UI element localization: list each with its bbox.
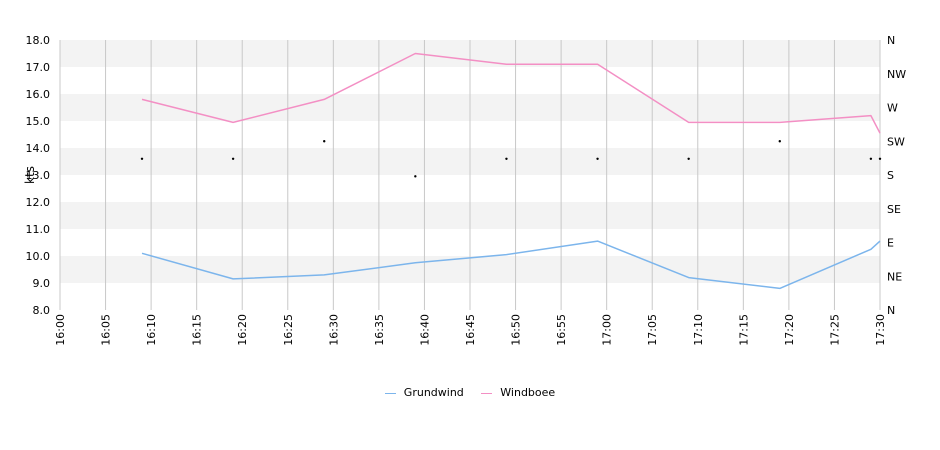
right-axis-label: S xyxy=(887,169,894,182)
y-tick-label: 17.0 xyxy=(26,61,51,74)
direction-point xyxy=(414,175,417,178)
y-tick-label: 13.0 xyxy=(26,169,51,182)
direction-point xyxy=(878,157,882,160)
x-tick-label: 17:05 xyxy=(646,314,659,346)
direction-point xyxy=(778,140,781,143)
legend-swatch-grundwind xyxy=(384,392,396,394)
x-tick-label: 17:15 xyxy=(737,314,750,346)
x-tick-label: 16:35 xyxy=(373,314,386,346)
x-tick-label: 16:00 xyxy=(54,314,67,346)
y-axis-label: kts xyxy=(23,166,37,184)
right-axis-label: N xyxy=(887,34,895,47)
x-tick-label: 17:30 xyxy=(874,314,887,346)
x-tick-label: 16:45 xyxy=(464,314,477,346)
series-line-windboee xyxy=(141,52,881,134)
y-tick-label: 9.0 xyxy=(33,277,51,290)
direction-point xyxy=(140,157,144,160)
x-axis-ticks: 16:00 16:05 16:10 16:15 16:20 16:25 16:30 16:35… xyxy=(54,314,887,346)
y-tick-label: 18.0 xyxy=(26,34,51,47)
y-tick-label: 12.0 xyxy=(26,196,51,209)
direction-markers xyxy=(140,140,882,178)
x-tick-label: 16:30 xyxy=(327,314,340,346)
direction-point xyxy=(596,157,599,160)
direction-point xyxy=(687,157,690,160)
direction-point xyxy=(323,140,326,143)
x-tick-label: 16:25 xyxy=(282,314,295,346)
right-axis-ticks: N NE E SE S SW W NW N xyxy=(887,34,906,317)
x-tick-label: 16:15 xyxy=(191,314,204,346)
right-axis-label: E xyxy=(887,237,894,250)
x-tick-label: 16:55 xyxy=(555,314,568,346)
x-tick-label: 16:50 xyxy=(510,314,523,346)
direction-point xyxy=(231,157,235,160)
y-tick-label: 11.0 xyxy=(26,223,51,236)
right-axis-label: W xyxy=(887,102,898,115)
x-tick-label: 17:20 xyxy=(783,314,796,346)
x-tick-label: 16:05 xyxy=(100,314,113,346)
legend-label-grundwind: Grundwind xyxy=(403,386,464,399)
series-lines xyxy=(141,52,881,290)
x-tick-label: 17:25 xyxy=(828,314,841,346)
direction-point xyxy=(505,157,508,160)
legend: Grundwind Windboee xyxy=(0,386,940,399)
y-tick-label: 14.0 xyxy=(26,142,51,155)
x-tick-label: 16:40 xyxy=(418,314,431,346)
series-line-grundwind xyxy=(141,240,881,290)
y-tick-label: 16.0 xyxy=(26,88,51,101)
x-tick-label: 16:20 xyxy=(236,314,249,346)
right-axis-label: N xyxy=(887,304,895,317)
vertical-gridlines xyxy=(59,40,881,310)
y-tick-label: 10.0 xyxy=(26,250,51,263)
right-axis-label: NW xyxy=(887,68,906,81)
y-tick-label: 15.0 xyxy=(26,115,51,128)
right-axis-label: NE xyxy=(887,270,902,283)
x-tick-label: 16:10 xyxy=(145,314,158,346)
x-tick-label: 17:10 xyxy=(692,314,705,346)
legend-swatch-windboee xyxy=(481,392,493,394)
legend-item-windboee[interactable]: Windboee xyxy=(481,386,555,399)
x-tick-label: 17:00 xyxy=(601,314,614,346)
direction-point xyxy=(869,157,873,160)
y-tick-label: 8.0 xyxy=(33,304,51,317)
legend-label-windboee: Windboee xyxy=(500,386,556,399)
right-axis-label: SE xyxy=(887,203,901,216)
y-axis-ticks: 8.0 9.0 10.0 11.0 12.0 13.0 14.0 15.0 16.0 17.0 18… xyxy=(26,34,51,317)
right-axis-label: SW xyxy=(887,135,905,148)
legend-item-grundwind[interactable]: Grundwind xyxy=(384,386,464,399)
